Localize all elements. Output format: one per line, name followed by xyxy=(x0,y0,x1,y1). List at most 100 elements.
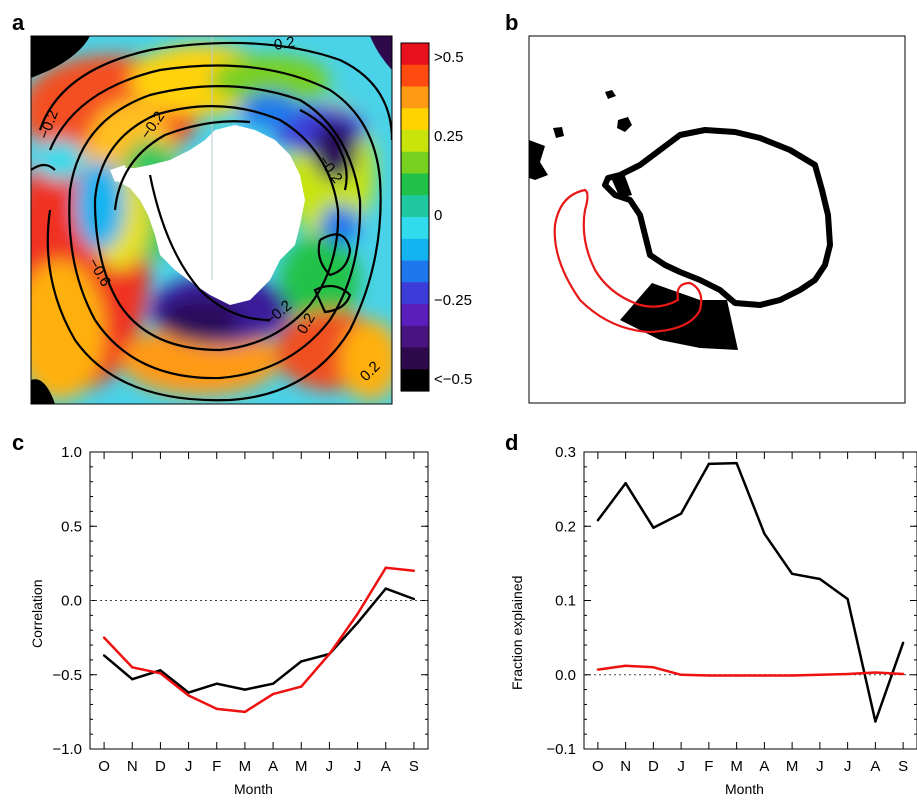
contour-label: 0.2 xyxy=(273,34,296,54)
colorbar-swatch xyxy=(401,195,429,218)
series-1-point xyxy=(159,672,162,675)
colorbar-swatch xyxy=(401,325,429,349)
series-0-point xyxy=(243,688,247,691)
colorbar-label-0: 0 xyxy=(434,207,443,224)
x-tick-label: A xyxy=(759,758,769,775)
x-tick-label: A xyxy=(268,758,278,775)
series-0-point xyxy=(596,519,600,522)
series-0-point xyxy=(624,481,627,485)
y-tick-label: −0.1 xyxy=(546,741,576,758)
colorbar-swatch xyxy=(401,108,429,131)
colorbar-swatch xyxy=(401,217,429,240)
series-0-point xyxy=(846,597,849,601)
series-1-point xyxy=(624,664,627,668)
colorbar-swatch xyxy=(401,86,429,109)
series-0-point xyxy=(356,621,359,624)
series-0-point xyxy=(131,678,134,681)
panel-a-field xyxy=(31,36,392,404)
island-shape xyxy=(529,140,548,180)
series-line-1 xyxy=(103,566,415,714)
panel-d-xlabel: Month xyxy=(725,781,764,797)
series-0-point xyxy=(102,654,106,657)
series-1-point xyxy=(187,694,190,697)
series-0-point xyxy=(271,682,275,685)
series-1-point xyxy=(300,685,303,688)
colorbar-swatch xyxy=(401,64,429,88)
colorbar-swatch xyxy=(401,173,429,196)
x-tick-label: S xyxy=(898,758,908,775)
x-tick-label: F xyxy=(212,758,221,775)
colorbar-swatch xyxy=(401,130,429,153)
x-tick-label: N xyxy=(127,758,138,775)
panel-a-colorbar xyxy=(400,42,430,392)
series-0-point xyxy=(300,660,303,663)
panel-c-xlabel: Month xyxy=(234,781,273,797)
series-1-point xyxy=(652,666,655,669)
series-0-point xyxy=(412,597,416,601)
series-1-point xyxy=(412,569,416,572)
region-sector xyxy=(620,283,738,350)
series-line-1 xyxy=(597,664,904,677)
x-tick-label: A xyxy=(870,758,880,775)
x-tick-label: N xyxy=(620,758,631,775)
series-1-point xyxy=(735,674,738,677)
colorbar-swatch xyxy=(401,304,429,327)
series-0-point xyxy=(187,691,190,694)
series-1-point xyxy=(846,672,849,676)
series-0-point xyxy=(818,577,822,581)
series-1-point xyxy=(707,674,711,677)
panel-d-ylabel: Fraction explained xyxy=(509,575,525,690)
series-1-point xyxy=(102,636,106,639)
series-1-point xyxy=(131,666,134,669)
panel-letter-b: b xyxy=(505,10,519,35)
y-tick-label: 0.2 xyxy=(555,518,576,535)
series-1-point xyxy=(874,671,877,674)
x-tick-label: A xyxy=(381,758,391,775)
series-1-point xyxy=(790,674,794,677)
colorbar-label-neg025: −0.25 xyxy=(434,292,472,309)
series-0-point xyxy=(679,512,683,515)
series-1-point xyxy=(243,710,247,714)
series-0-point xyxy=(763,532,766,535)
x-tick-label: M xyxy=(730,758,743,775)
panel-letter-d: d xyxy=(505,430,519,455)
y-tick-label: 0.3 xyxy=(555,444,576,461)
colorbar-label-min: <−0.5 xyxy=(434,371,473,388)
y-tick-label: 1.0 xyxy=(61,444,82,461)
colorbar-label-025: 0.25 xyxy=(434,128,464,145)
y-tick-label: 0.1 xyxy=(555,593,576,610)
x-tick-label: J xyxy=(326,758,334,775)
series-0-point xyxy=(707,462,711,466)
colorbar-swatch xyxy=(401,43,429,66)
series-0-point xyxy=(874,720,877,723)
y-tick-label: 0.0 xyxy=(555,667,576,684)
colorbar-swatch xyxy=(401,260,429,283)
x-tick-label: J xyxy=(844,758,852,775)
colorbar-frame xyxy=(400,42,430,392)
island-shape xyxy=(617,117,632,132)
x-tick-label: D xyxy=(648,758,659,775)
y-tick-label: −1.0 xyxy=(52,741,82,758)
series-0-point xyxy=(384,587,387,590)
series-1-point xyxy=(679,673,683,676)
series-1-point xyxy=(356,612,359,616)
antarctica-outline xyxy=(602,127,833,308)
x-tick-label: O xyxy=(98,758,110,775)
colorbar-swatch xyxy=(401,151,429,175)
series-1-point xyxy=(818,673,822,676)
x-tick-label: J xyxy=(677,758,685,775)
island-shape xyxy=(605,90,616,99)
colorbar-swatch xyxy=(401,369,429,392)
colorbar-swatch xyxy=(401,347,429,370)
x-tick-label: J xyxy=(816,758,824,775)
series-1-point xyxy=(384,566,387,570)
colorbar-swatch xyxy=(401,282,429,305)
panel-letter-c: c xyxy=(12,430,25,455)
series-1-point xyxy=(901,672,905,676)
x-tick-label: F xyxy=(704,758,713,775)
panel-a-contours xyxy=(31,41,392,402)
